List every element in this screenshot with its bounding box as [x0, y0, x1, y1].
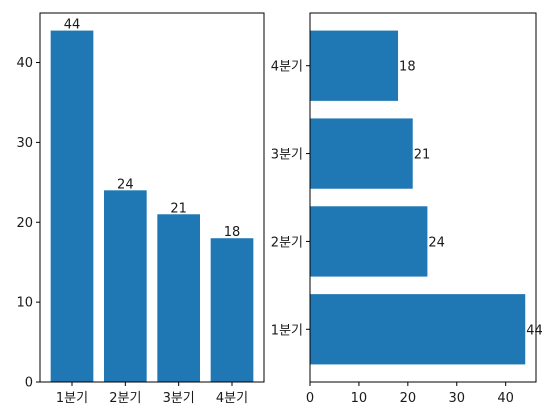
y-tick-label-10: 10 [16, 296, 33, 311]
data-label-1: 44 [526, 323, 543, 338]
bar-4 [310, 30, 399, 101]
data-label-4: 18 [224, 225, 241, 240]
plot-frame [309, 12, 537, 383]
x-tick-label-20: 20 [400, 391, 417, 406]
x-tick-label-3: 3분기 [163, 391, 195, 406]
x-tick-label-10: 10 [351, 391, 368, 406]
bar-1 [310, 294, 526, 365]
x-tick-label-1: 1분기 [56, 391, 88, 406]
y-tick-label-40: 40 [16, 56, 33, 71]
vertical-bar-chart: 44 1분기 24 2분기 21 3분기 18 4분기 0 10 20 30 40 [16, 12, 265, 406]
bar-3 [157, 214, 200, 382]
y-tick-label-1: 1분기 [271, 323, 303, 338]
plot-frame [39, 12, 265, 383]
y-tick-label-0: 0 [25, 376, 33, 391]
bar-2 [104, 190, 147, 382]
data-label-4: 18 [399, 60, 416, 75]
y-tick-label-2: 2분기 [271, 235, 303, 250]
y-tick-label-3: 3분기 [271, 148, 303, 163]
bar-2 [310, 206, 428, 277]
data-label-2: 24 [117, 177, 134, 192]
data-label-3: 21 [170, 201, 187, 216]
y-tick-label-30: 30 [16, 136, 33, 151]
bar-4 [210, 238, 254, 382]
bar-3 [310, 118, 413, 189]
x-tick-label-40: 40 [497, 391, 514, 406]
bar-1 [50, 30, 94, 382]
y-tick-label-20: 20 [16, 216, 33, 231]
x-tick-label-4: 4분기 [216, 391, 248, 406]
data-label-2: 24 [428, 235, 445, 250]
data-label-3: 21 [414, 148, 431, 163]
horizontal-bar-chart: 44 1분기 24 2분기 21 3분기 18 4분기 0 10 20 30 40 [271, 12, 543, 406]
x-tick-label-30: 30 [448, 391, 465, 406]
y-tick-label-4: 4분기 [271, 60, 303, 75]
x-tick-label-0: 0 [306, 391, 314, 406]
data-label-1: 44 [64, 18, 81, 33]
x-tick-label-2: 2분기 [109, 391, 141, 406]
